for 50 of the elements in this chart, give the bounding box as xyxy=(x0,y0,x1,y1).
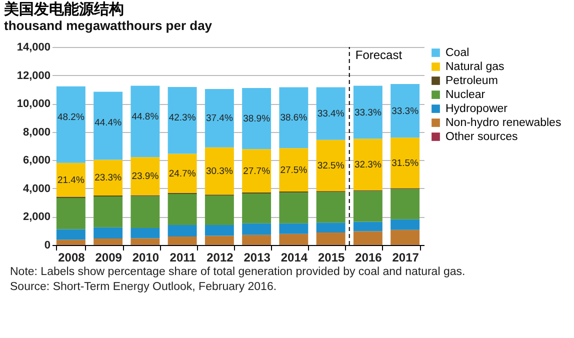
annotation: 38.6% xyxy=(280,112,308,124)
annotation: 32.5% xyxy=(317,160,345,172)
annotation: 44.8% xyxy=(132,111,160,122)
legend-label: Coal xyxy=(446,46,470,59)
y-tick-label: 12,000 xyxy=(16,70,50,82)
annotation: 21.4% xyxy=(57,174,85,186)
annotation: 23.9% xyxy=(132,171,160,182)
y-tick-label: 6,000 xyxy=(22,154,50,167)
legend-label: Petroleum xyxy=(446,74,498,87)
x-tick-label: 2009 xyxy=(95,250,122,264)
y-tick-label: 10,000 xyxy=(16,98,50,110)
annotation: 24.7% xyxy=(168,168,196,180)
chart-subtitle: thousand megawatthours per day xyxy=(4,18,213,33)
x-tick-label: 2015 xyxy=(318,250,345,264)
x-tick-label: 2011 xyxy=(170,250,196,264)
annotation: 27.7% xyxy=(243,166,271,177)
annotation: 23.3% xyxy=(94,172,122,184)
legend-label: Natural gas xyxy=(446,60,505,73)
annotation: 42.3% xyxy=(168,112,196,124)
legend-label: Other sources xyxy=(446,130,518,143)
x-tick-label: 2014 xyxy=(280,250,308,264)
y-tick-label: 0 xyxy=(44,240,50,252)
x-tick-label: 2017 xyxy=(392,250,420,264)
annotation: 37.4% xyxy=(206,113,234,124)
y-tick-label: 4,000 xyxy=(22,182,50,195)
annotation: 32.3% xyxy=(354,160,382,171)
legend-label: Nuclear xyxy=(446,88,486,101)
text: Note: Labels show percentage share of total generation provided by coal and natural gas. xyxy=(10,266,466,278)
annotation: 33.3% xyxy=(354,107,382,118)
y-tick-label: 2,000 xyxy=(22,211,50,224)
y-tick-label: 14,000 xyxy=(16,42,50,54)
legend-label: Non-hydro renewables xyxy=(446,116,562,129)
x-tick-label: 2016 xyxy=(355,250,382,264)
x-tick-label: 2012 xyxy=(206,250,234,264)
source-note: Source: Short-Term Energy Outlook, February 2016. xyxy=(10,281,278,293)
x-tick-label: 2013 xyxy=(244,250,271,264)
annotation: 31.5% xyxy=(392,158,420,169)
annotation: 30.3% xyxy=(206,166,234,178)
annotation: 44.4% xyxy=(94,117,122,128)
annotation: 27.5% xyxy=(280,164,308,176)
annotation: 33.3% xyxy=(392,106,420,117)
annotation: 33.4% xyxy=(317,108,345,120)
annotation: 38.9% xyxy=(243,114,271,125)
annotation: 48.2% xyxy=(57,112,85,124)
chart-title: 美国发电能源结构 xyxy=(3,0,124,18)
x-tick-label: 2008 xyxy=(58,250,86,264)
legend-label: Hydropower xyxy=(446,102,508,115)
x-tick-label: 2010 xyxy=(132,250,160,264)
y-tick-label: 8,000 xyxy=(22,126,50,138)
ref-line-label: Forecast xyxy=(355,48,403,62)
